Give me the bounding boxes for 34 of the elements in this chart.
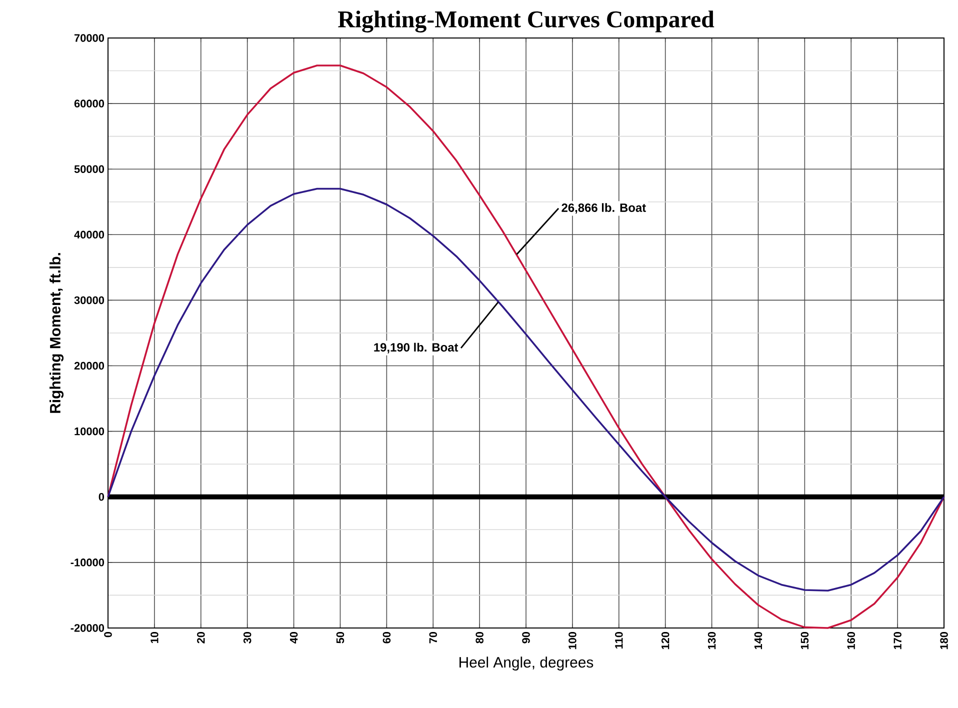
annotation: 19,190 lb. Boat (374, 342, 458, 354)
y-tick-label: -20000 (70, 624, 104, 632)
y-axis-title: Righting Moment, ft.lb. (50, 253, 64, 413)
y-tick-label: 10000 (74, 427, 104, 436)
x-tick-label: 10 (150, 632, 158, 644)
x-tick-label: 90 (522, 632, 530, 644)
x-tick-label: 40 (290, 632, 298, 644)
x-tick-label: 140 (754, 632, 762, 650)
x-tick-label: 30 (243, 632, 252, 644)
x-tick-label: 20 (197, 632, 205, 644)
x-tick-label: 180 (940, 632, 948, 650)
y-tick-label: 50000 (74, 165, 104, 173)
annotation: 26,866 lb. Boat (562, 203, 646, 214)
x-tick-label: 100 (568, 632, 576, 650)
x-tick-label: 70 (429, 632, 437, 644)
chart-title: Righting-Moment Curves Compared (338, 10, 714, 32)
x-tick-label: 60 (382, 632, 391, 644)
y-tick-label: -10000 (70, 558, 104, 566)
x-tick-label: 150 (800, 632, 809, 650)
y-tick-label: 40000 (74, 230, 104, 239)
y-tick-label: 70000 (74, 34, 104, 42)
x-tick-label: 110 (615, 632, 623, 648)
y-tick-label: 0 (98, 493, 104, 501)
x-tick-label: 0 (104, 632, 112, 638)
x-tick-label: 120 (661, 632, 670, 650)
x-tick-label: 130 (708, 632, 716, 650)
x-tick-label: 50 (336, 632, 344, 644)
y-tick-label: 30000 (74, 296, 104, 304)
y-tick-label: 20000 (74, 362, 104, 370)
x-tick-label: 160 (847, 632, 856, 650)
x-tick-label: 170 (894, 632, 902, 650)
y-tick-label: 60000 (74, 100, 104, 108)
x-tick-label: 80 (476, 632, 484, 644)
x-axis-title: Heel Angle, degrees (460, 656, 594, 671)
